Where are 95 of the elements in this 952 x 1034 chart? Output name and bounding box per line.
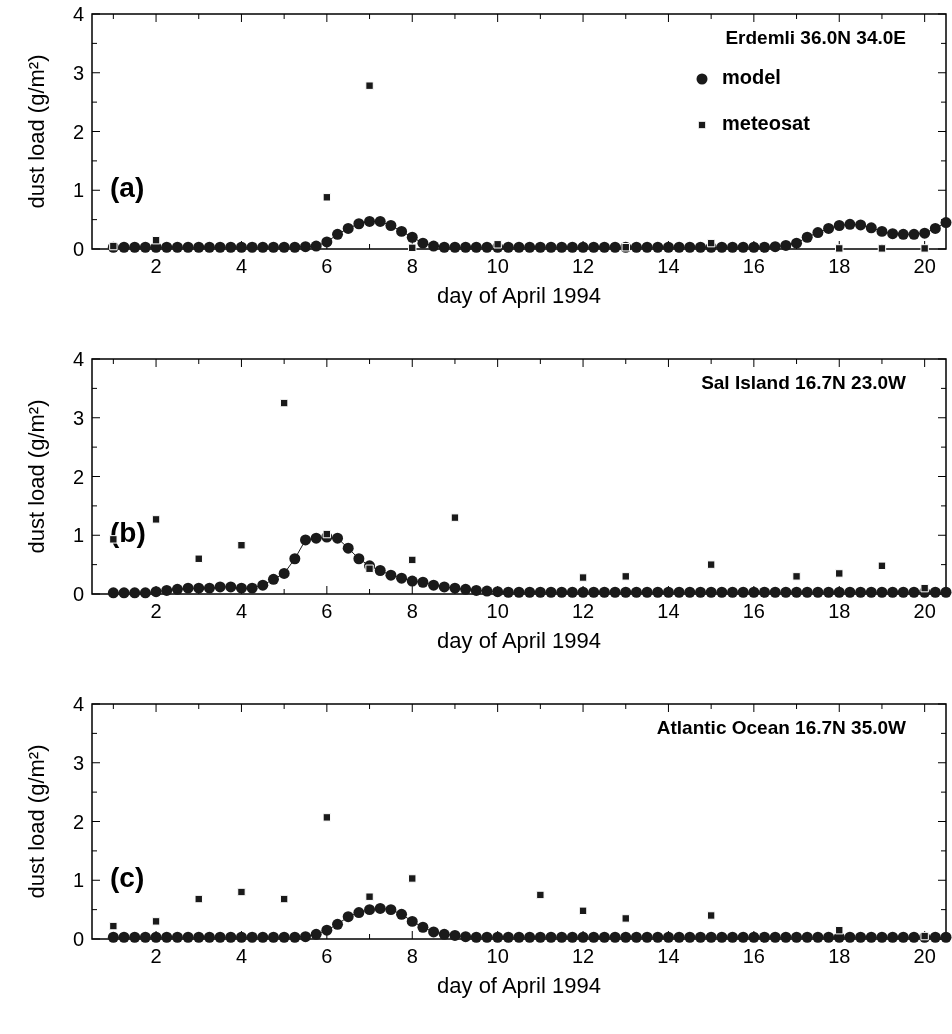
- y-tick-label: 4: [72, 693, 84, 715]
- point: [279, 894, 289, 904]
- y-tick-label: 3: [72, 61, 84, 84]
- x-tick-label: 20: [913, 600, 936, 622]
- y-axis-title: dust load (g/m²): [24, 744, 49, 899]
- point: [536, 890, 545, 900]
- point: [706, 911, 716, 920]
- point: [450, 513, 460, 522]
- y-tick-label: 2: [72, 810, 84, 833]
- point: [578, 573, 588, 582]
- point: [109, 921, 118, 931]
- x-tick-label: 16: [742, 600, 765, 622]
- x-tick-label: 18: [828, 600, 851, 622]
- y-tick-label: 2: [72, 120, 84, 143]
- point: [621, 572, 630, 581]
- point: [835, 569, 844, 578]
- point: [322, 529, 332, 539]
- text: Erdemli 36.0N 34.0E: [725, 27, 906, 48]
- x-tick-label: 8: [406, 600, 418, 622]
- point: [792, 572, 801, 581]
- x-tick-label: 4: [235, 600, 248, 622]
- point: [322, 813, 332, 822]
- x-tick-label: 4: [235, 945, 248, 967]
- annotation: (a): [110, 172, 145, 204]
- x-tick-label: 14: [657, 945, 680, 967]
- x-tick-label: 16: [742, 255, 765, 277]
- point: [706, 560, 716, 569]
- y-tick-label: 3: [72, 406, 84, 429]
- point: [322, 193, 332, 202]
- x-tick-label: 12: [571, 255, 595, 277]
- y-tick-label: 1: [72, 524, 84, 547]
- point: [194, 894, 203, 904]
- point: [920, 583, 929, 593]
- x-tick-label: 2: [150, 255, 162, 277]
- point: [877, 561, 887, 571]
- x-tick-label: 6: [321, 255, 333, 277]
- x-tick-label: 4: [235, 255, 248, 277]
- x-tick-label: 14: [657, 600, 680, 622]
- y-tick-label: 0: [72, 583, 84, 605]
- y-axis-title: dust load (g/m²): [24, 54, 49, 209]
- point: [151, 515, 161, 524]
- point: [408, 243, 417, 253]
- legend-label: meteosat: [722, 112, 811, 135]
- y-tick-label: 1: [72, 869, 84, 892]
- y-tick-label: 4: [72, 348, 84, 370]
- x-tick-label: 8: [406, 255, 418, 277]
- x-tick-label: 20: [913, 945, 936, 967]
- x-tick-label: 2: [150, 945, 162, 967]
- x-tick-label: 10: [486, 600, 509, 622]
- point: [237, 541, 246, 550]
- y-axis-title: dust load (g/m²): [24, 399, 49, 554]
- x-tick-label: 18: [828, 945, 851, 967]
- text: Atlantic Ocean 16.7N 35.0W: [656, 717, 907, 738]
- point: [365, 564, 374, 573]
- point: [408, 874, 417, 883]
- x-tick-label: 12: [571, 945, 595, 967]
- point: [194, 554, 203, 563]
- y-tick-label: 1: [72, 179, 84, 202]
- x-tick-label: 6: [321, 945, 333, 967]
- point: [920, 244, 929, 253]
- y-tick-label: 0: [72, 928, 84, 950]
- x-tick-label: 20: [913, 255, 936, 277]
- x-tick-label: 2: [150, 600, 162, 622]
- x-tick-label: 18: [828, 255, 851, 277]
- point: [835, 244, 844, 253]
- point: [408, 555, 417, 565]
- point: [237, 887, 246, 897]
- point: [493, 240, 502, 249]
- text: Sal Island 16.7N 23.0W: [701, 372, 907, 393]
- y-tick-label: 2: [72, 465, 84, 488]
- point: [706, 238, 716, 248]
- y-tick-label: 0: [72, 238, 84, 260]
- point: [151, 235, 161, 245]
- y-tick-label: 3: [72, 751, 84, 774]
- point: [578, 906, 588, 916]
- x-axis-title: day of April 1994: [437, 628, 601, 653]
- point: [151, 917, 161, 926]
- point: [365, 81, 374, 90]
- x-tick-label: 6: [321, 600, 333, 622]
- point: [835, 925, 844, 935]
- x-tick-label: 10: [486, 945, 509, 967]
- point: [877, 244, 887, 253]
- x-tick-label: 12: [571, 600, 595, 622]
- point: [621, 914, 630, 923]
- x-axis-title: day of April 1994: [437, 973, 601, 998]
- x-tick-label: 14: [657, 255, 680, 277]
- point: [365, 892, 374, 901]
- annotation: (c): [110, 862, 145, 894]
- y-tick-label: 4: [72, 3, 84, 25]
- legend-label: model: [722, 66, 781, 89]
- point: [279, 398, 289, 408]
- x-axis-title: day of April 1994: [437, 283, 601, 308]
- x-tick-label: 16: [742, 945, 765, 967]
- x-tick-label: 10: [486, 255, 509, 277]
- x-tick-label: 8: [406, 945, 418, 967]
